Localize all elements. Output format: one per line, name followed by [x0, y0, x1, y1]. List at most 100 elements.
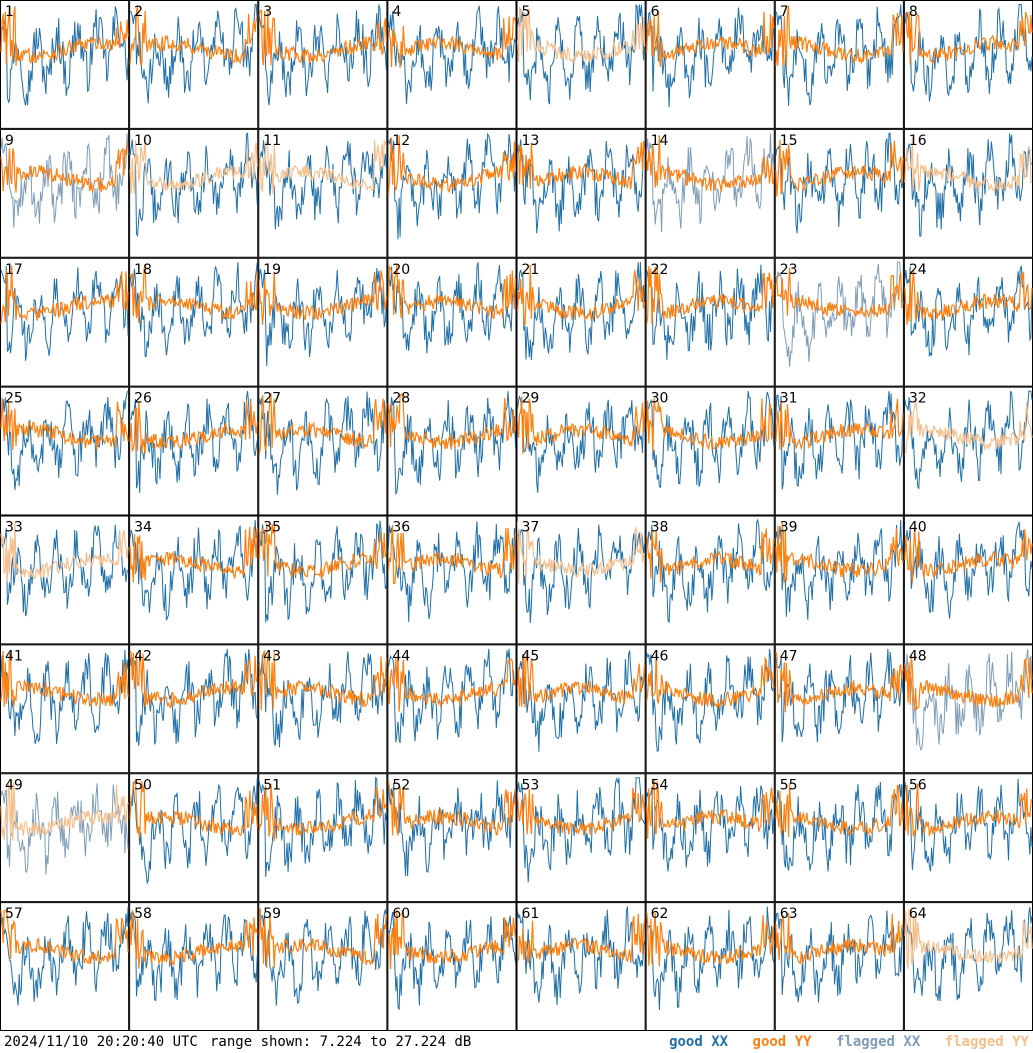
panel-label: 49 [5, 777, 23, 793]
yy-series-line [775, 522, 904, 583]
xx-series-line [775, 781, 904, 872]
panel-label: 39 [780, 520, 798, 536]
panel-frame [258, 257, 388, 387]
antenna-panel-53: 53 [516, 773, 646, 903]
panel-frame [645, 0, 775, 129]
panel-label: 55 [780, 777, 798, 793]
antenna-panel-27: 27 [258, 386, 388, 516]
panel-label: 53 [522, 777, 540, 793]
antenna-panel-54: 54 [645, 773, 775, 903]
yy-series-line [129, 778, 258, 838]
panel-frame [258, 0, 388, 129]
yy-series-line [646, 780, 775, 839]
xx-series-line [904, 521, 1033, 619]
panel-label: 51 [263, 777, 281, 793]
antenna-panel-48: 48 [903, 644, 1033, 774]
legend-flagged-xx: flagged XX [835, 1034, 921, 1050]
panel-label: 62 [651, 906, 669, 922]
xx-series-line [0, 266, 129, 361]
yy-series-line [775, 783, 904, 838]
antenna-panel-42: 42 [129, 644, 259, 774]
yy-series-line [646, 135, 775, 192]
panel-label: 52 [392, 777, 410, 793]
yy-series-line [129, 264, 258, 323]
yy-series-line [646, 397, 775, 452]
panel-label: 57 [5, 906, 23, 922]
antenna-panel-50: 50 [129, 773, 259, 903]
panel-frame [387, 644, 517, 774]
panel-label: 20 [392, 262, 410, 278]
panel-label: 24 [909, 262, 927, 278]
yy-series-line [517, 913, 646, 964]
antenna-panel-59: 59 [258, 902, 388, 1031]
antenna-panel-2: 2 [129, 0, 259, 129]
panel-label: 4 [392, 4, 401, 20]
xx-series-line [904, 4, 1033, 102]
panel-frame [387, 515, 517, 645]
panel-label: 9 [5, 133, 14, 149]
yy-series-line [0, 521, 129, 583]
antenna-panel-63: 63 [774, 902, 904, 1031]
xx-series-line [258, 520, 387, 623]
antenna-panel-15: 15 [774, 128, 904, 258]
antenna-panel-33: 33 [0, 515, 130, 645]
yy-series-line [516, 651, 646, 708]
xx-series-line [129, 262, 258, 358]
xx-series-line [775, 261, 904, 367]
antenna-panel-13: 13 [516, 128, 646, 258]
yy-series-line [258, 9, 387, 66]
legend: good XX good YY flagged XX flagged YY [653, 1031, 1029, 1053]
yy-series-line [904, 783, 1033, 837]
antenna-panel-34: 34 [129, 515, 259, 645]
panel-label: 47 [780, 648, 798, 664]
yy-series-line [646, 650, 775, 708]
panel-label: 10 [134, 133, 152, 149]
panel-label: 41 [5, 648, 23, 664]
panel-frame [516, 902, 646, 1031]
yy-series-line [0, 6, 129, 66]
xx-series-line [646, 391, 775, 489]
panel-label: 63 [780, 906, 798, 922]
antenna-panel-35: 35 [258, 515, 388, 645]
xx-series-line [0, 783, 129, 875]
xx-series-line [904, 133, 1033, 237]
xx-series-line [0, 390, 129, 490]
antenna-panel-21: 21 [516, 257, 646, 387]
xx-series-line [775, 4, 904, 106]
antenna-panel-14: 14 [645, 128, 775, 258]
antenna-panel-37: 37 [516, 515, 646, 645]
legend-good-yy: good YY [752, 1034, 812, 1050]
panel-label: 32 [909, 391, 927, 407]
yy-series-line [0, 265, 129, 325]
xx-series-line [0, 906, 129, 1006]
yy-series-line [904, 654, 1033, 712]
yy-series-line [258, 783, 387, 842]
antenna-panel-30: 30 [645, 386, 775, 516]
panel-label: 44 [392, 648, 410, 664]
yy-series-line [0, 909, 129, 965]
xx-series-line [0, 6, 129, 106]
xx-series-line [517, 524, 646, 624]
yy-series-line [646, 910, 775, 967]
yy-series-line [0, 779, 129, 841]
antenna-panel-7: 7 [774, 0, 904, 129]
yy-series-line [129, 910, 258, 969]
yy-series-line [387, 780, 517, 836]
panel-label: 30 [651, 391, 669, 407]
antenna-panel-52: 52 [387, 773, 517, 903]
panel-label: 59 [263, 906, 281, 922]
panel-label: 42 [134, 648, 152, 664]
yy-series-line [387, 653, 517, 712]
antenna-panel-17: 17 [0, 257, 130, 387]
xx-series-line [258, 651, 387, 748]
yy-series-line [775, 139, 904, 197]
panel-label: 64 [909, 906, 927, 922]
yy-series-line [517, 140, 646, 190]
yy-series-line [904, 399, 1033, 455]
panel-label: 22 [651, 262, 669, 278]
panel-label: 27 [263, 391, 281, 407]
panel-label: 1 [5, 4, 14, 20]
xx-series-line [258, 909, 387, 1006]
yy-series-line [129, 650, 258, 709]
yy-series-line [0, 650, 129, 708]
